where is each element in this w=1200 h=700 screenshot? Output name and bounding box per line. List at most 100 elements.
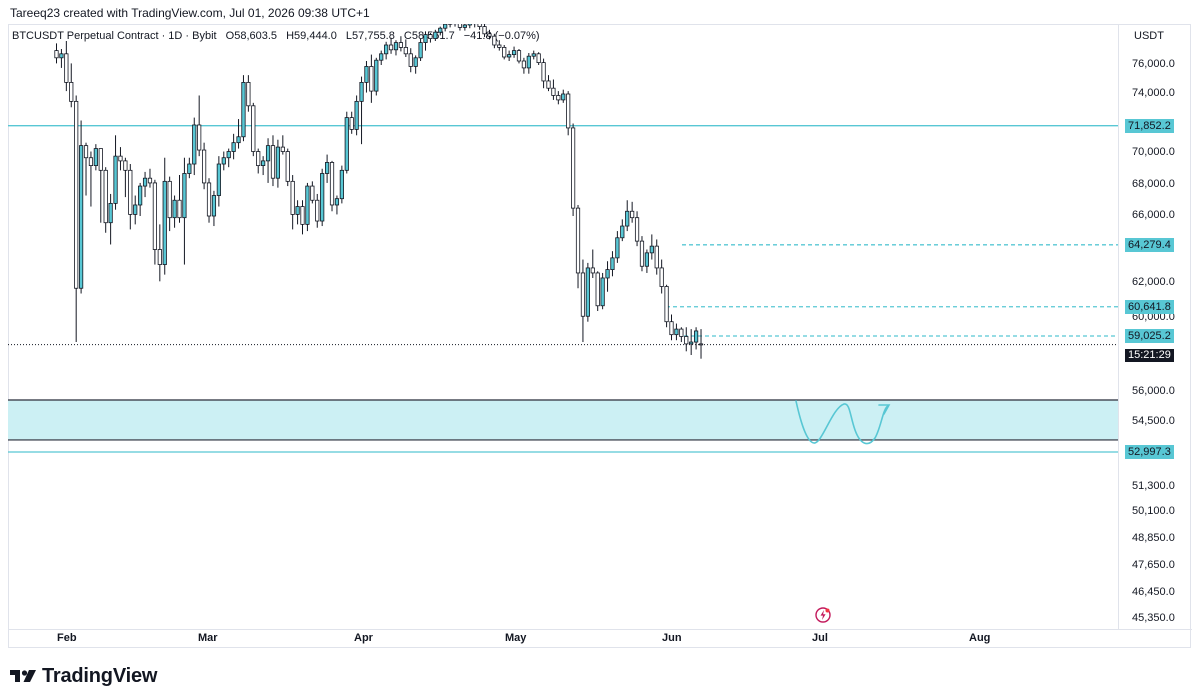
candle-body xyxy=(689,341,694,345)
candle xyxy=(133,195,138,225)
candle xyxy=(79,120,84,294)
candle-body xyxy=(334,198,340,206)
x-tick-label: Feb xyxy=(57,632,77,644)
candle-body xyxy=(265,145,271,162)
candle-body xyxy=(605,269,610,279)
candle xyxy=(551,79,556,100)
candle-body xyxy=(231,142,236,152)
candle-body xyxy=(595,272,600,307)
y-tick-label: 62,000.0 xyxy=(1132,276,1175,288)
symbol-legend[interactable]: BTCUSDT Perpetual Contract · 1D · Bybit … xyxy=(12,30,546,42)
candle xyxy=(654,239,659,275)
candle-body xyxy=(123,160,128,171)
candle xyxy=(561,89,566,103)
candle xyxy=(123,157,128,198)
time-axis[interactable] xyxy=(8,629,1192,650)
y-tick-label: 54,500.0 xyxy=(1132,415,1175,427)
candle-body xyxy=(566,93,571,129)
candle-body xyxy=(261,160,266,166)
candle xyxy=(454,24,456,27)
candle xyxy=(418,38,423,61)
candle xyxy=(521,57,527,74)
candle xyxy=(462,24,467,31)
y-tick-label: 47,650.0 xyxy=(1132,559,1175,571)
candle-body xyxy=(413,57,418,67)
x-tick-label: Aug xyxy=(969,632,991,644)
candle xyxy=(585,262,590,322)
candle xyxy=(305,182,310,232)
candle xyxy=(571,123,576,216)
candle xyxy=(275,139,281,188)
candle-body xyxy=(157,249,162,265)
candle-body xyxy=(497,44,502,48)
candle xyxy=(600,272,605,310)
tradingview-brand[interactable]: TradingView xyxy=(10,664,157,688)
candle xyxy=(393,40,399,56)
candle xyxy=(575,204,581,289)
flash-icon[interactable] xyxy=(815,607,831,623)
candle xyxy=(177,175,182,223)
candle-body xyxy=(320,173,325,222)
candle-body xyxy=(526,55,531,69)
price-axis[interactable] xyxy=(1118,24,1193,629)
candle xyxy=(231,133,236,160)
candle xyxy=(457,24,463,31)
candle-body xyxy=(477,24,482,28)
candle-body xyxy=(403,46,408,55)
candle-body xyxy=(88,157,94,167)
candle xyxy=(369,54,374,103)
candle-body xyxy=(679,328,684,337)
candle-body xyxy=(649,245,654,254)
candle xyxy=(197,95,202,157)
candle xyxy=(113,135,118,210)
candle-body xyxy=(305,185,310,225)
candle-body xyxy=(516,50,522,62)
candle xyxy=(265,138,271,183)
candle-body xyxy=(546,80,551,89)
y-tick-label: 51,300.0 xyxy=(1132,480,1175,492)
candle xyxy=(649,234,654,260)
candle xyxy=(221,151,226,171)
candle-body xyxy=(438,27,443,33)
candle-body xyxy=(79,145,84,289)
candle xyxy=(507,50,512,61)
candle-body xyxy=(359,82,364,102)
candle xyxy=(398,36,404,52)
candle-body xyxy=(98,148,103,171)
candle xyxy=(492,33,497,49)
candle xyxy=(320,168,325,227)
candle xyxy=(634,211,640,247)
candle xyxy=(201,142,207,190)
y-tick-label: 70,000.0 xyxy=(1132,146,1175,158)
candle-body xyxy=(511,50,517,56)
candle-body xyxy=(698,343,704,346)
candle-body xyxy=(290,180,295,215)
candle-body xyxy=(536,53,541,63)
candle xyxy=(679,327,684,343)
candle-body xyxy=(167,180,172,219)
candle-body xyxy=(433,31,438,39)
candle xyxy=(354,95,359,136)
candle-body xyxy=(206,182,212,217)
candle xyxy=(541,58,546,89)
candle xyxy=(349,111,354,134)
candle xyxy=(630,201,635,223)
symbol-name[interactable]: BTCUSDT Perpetual Contract · 1D · Bybit xyxy=(12,30,217,42)
candle-body xyxy=(644,252,650,267)
candle-body xyxy=(285,151,290,182)
y-tick-label: 76,000.0 xyxy=(1132,58,1175,70)
candle-body xyxy=(310,185,315,201)
candle xyxy=(698,329,704,359)
candle-body xyxy=(270,145,276,179)
currency-label[interactable]: USDT xyxy=(1134,30,1164,42)
candle xyxy=(477,24,482,30)
candle-body xyxy=(556,95,561,101)
candle-body xyxy=(246,82,251,107)
candle xyxy=(516,49,522,64)
candle xyxy=(147,168,153,188)
candle-body xyxy=(374,59,379,92)
candle-body xyxy=(620,225,625,239)
candle xyxy=(674,323,679,341)
candle xyxy=(280,135,285,155)
price-chart[interactable] xyxy=(8,24,1118,629)
